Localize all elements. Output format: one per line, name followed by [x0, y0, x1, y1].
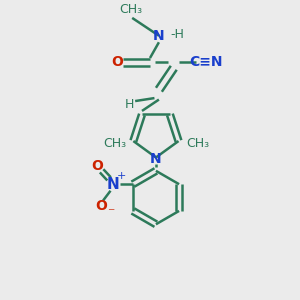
- Text: C≡N: C≡N: [190, 56, 223, 70]
- Text: CH₃: CH₃: [103, 137, 126, 150]
- Text: CH₃: CH₃: [119, 3, 142, 16]
- Text: N: N: [150, 152, 162, 166]
- Text: CH₃: CH₃: [186, 137, 209, 150]
- Text: N: N: [107, 177, 120, 192]
- Text: N: N: [153, 29, 165, 43]
- Text: +: +: [117, 171, 127, 181]
- Text: O: O: [96, 200, 108, 214]
- Text: -H: -H: [170, 28, 184, 41]
- Text: H: H: [124, 98, 134, 110]
- Text: O: O: [111, 56, 123, 70]
- Text: O: O: [91, 159, 103, 173]
- Text: ⁻: ⁻: [107, 206, 115, 220]
